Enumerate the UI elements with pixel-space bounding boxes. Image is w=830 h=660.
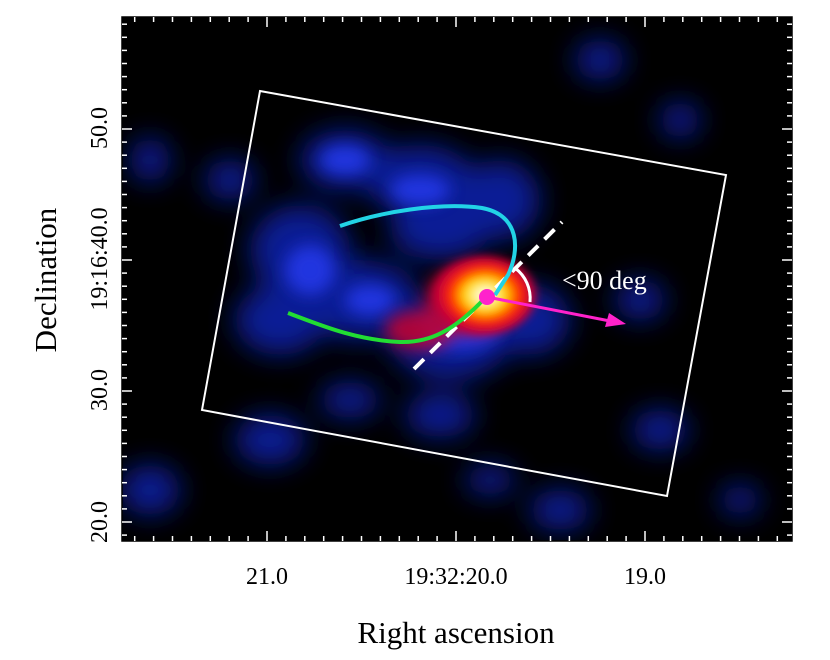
motion-arrow [486, 295, 611, 323]
y-axis-title: Declination [28, 207, 63, 352]
upper-arc [339, 204, 518, 297]
diffuse-emission [122, 40, 760, 530]
x-tick-label: 19.0 [624, 564, 666, 590]
x-tick-label: 19:32:20.0 [404, 564, 507, 590]
y-tick-label: 20.0 [87, 501, 113, 543]
sky-image: <90 deg [122, 17, 792, 541]
region-box [200, 89, 728, 498]
motion-arrow-head [605, 313, 626, 327]
x-axis-title: Right ascension [357, 615, 555, 650]
lower-arc [287, 296, 487, 345]
source-marker [479, 289, 495, 305]
y-tick-label: 30.0 [87, 369, 113, 411]
axis-ticks [122, 17, 792, 541]
x-tick-label: 21.0 [246, 564, 288, 590]
angle-arc [514, 266, 532, 303]
brighter-emission [285, 145, 500, 350]
y-tick-label: 50.0 [87, 107, 113, 149]
plot-frame [121, 16, 793, 542]
y-tick-label: 19:16:40.0 [87, 207, 113, 310]
angle-annotation: <90 deg [562, 266, 647, 295]
